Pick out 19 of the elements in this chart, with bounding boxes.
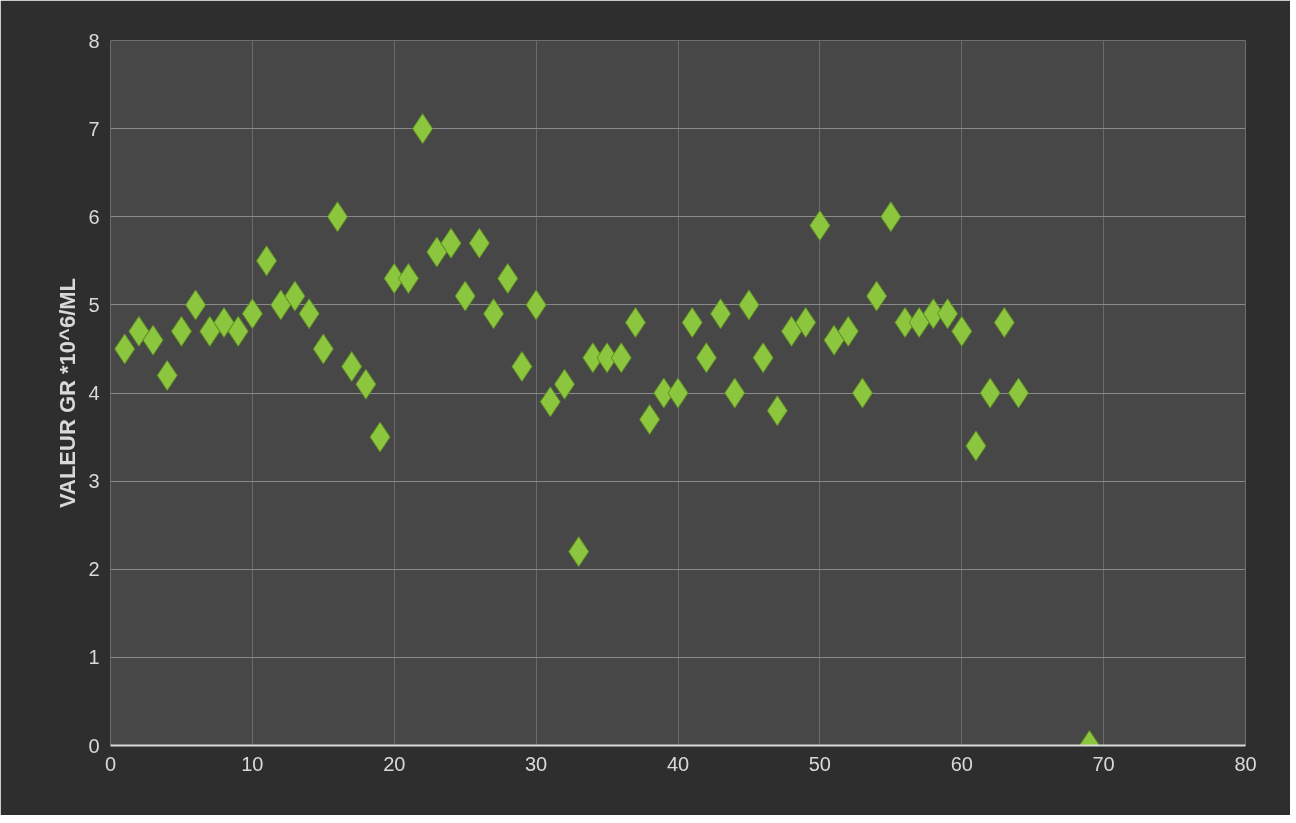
y-tick-label: 5 — [88, 293, 100, 316]
x-tick-label: 40 — [666, 752, 690, 775]
y-axis-title: VALEUR GR *10^6/ML — [55, 277, 81, 509]
y-tick-label: 2 — [88, 558, 100, 581]
x-tick-label: 50 — [808, 752, 831, 775]
x-tick-label: 60 — [950, 752, 973, 775]
y-tick-label: 8 — [88, 29, 100, 52]
y-tick-label: 3 — [88, 470, 100, 493]
x-tick-label: 80 — [1234, 752, 1257, 775]
x-tick-label: 0 — [104, 752, 117, 775]
y-tick-label: 0 — [88, 734, 100, 757]
x-tick-label: 10 — [241, 752, 264, 775]
x-tick-label: 20 — [383, 752, 406, 775]
y-tick-label: 7 — [88, 117, 100, 140]
x-tick-label: 30 — [525, 752, 548, 775]
y-tick-label: 1 — [88, 646, 100, 669]
x-tick-label: 70 — [1092, 752, 1115, 775]
y-tick-label: 4 — [88, 382, 100, 404]
y-tick-label: 6 — [88, 205, 100, 228]
